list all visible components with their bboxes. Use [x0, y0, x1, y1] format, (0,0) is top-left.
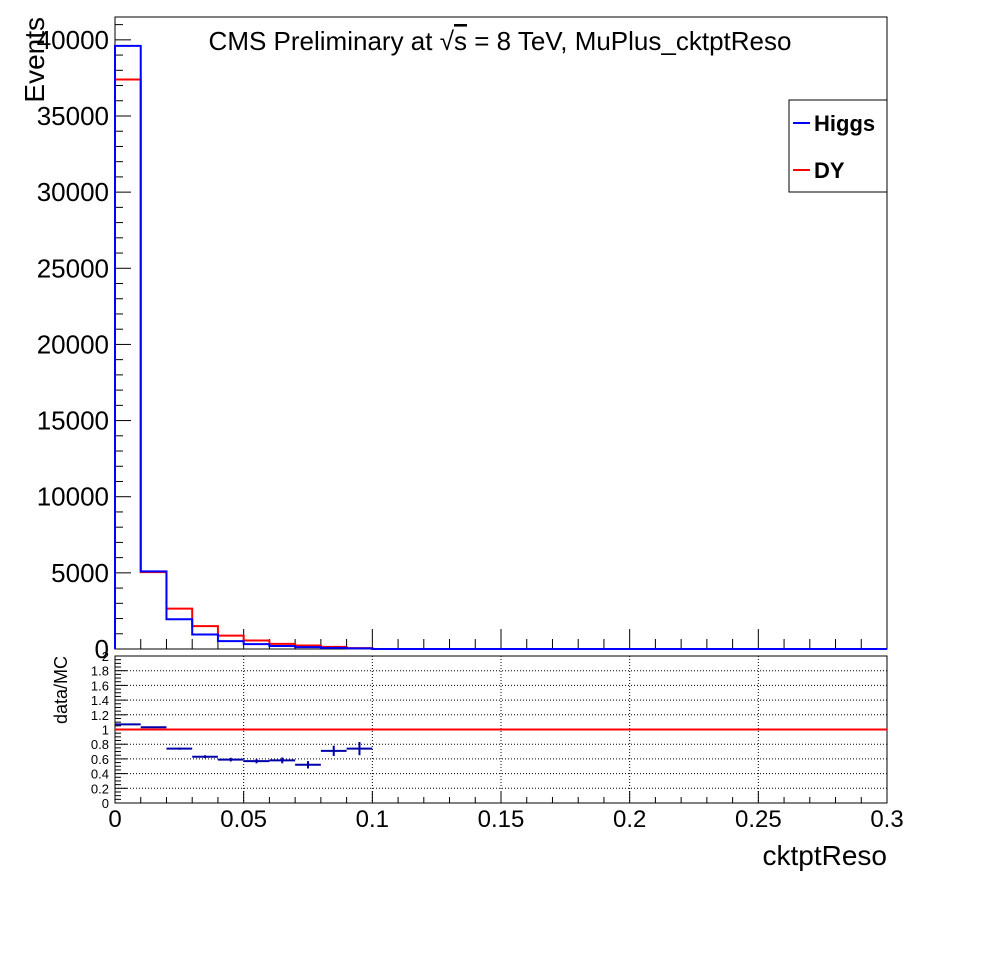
- y-tick-label: 10000: [37, 482, 109, 512]
- ratio-point: [217, 757, 244, 762]
- x-tick-label: 0.25: [735, 806, 782, 833]
- top-panel: 0 5000 10000 15000 20000 25000 30000 35000 40000…: [19, 16, 888, 664]
- x-tick-label: 0.15: [478, 806, 525, 833]
- x-tick-label: 0.2: [613, 806, 646, 833]
- x-tick-label: 0.05: [220, 806, 267, 833]
- legend-dy-label: DY: [814, 158, 845, 183]
- ratio-point: [269, 757, 296, 764]
- y-axis-label: Events: [19, 17, 50, 103]
- y-tick-label: 15000: [37, 406, 109, 436]
- y-tick-label: 40000: [37, 25, 109, 55]
- ratio-point: [140, 726, 167, 729]
- x-axis-label: cktptReso: [763, 840, 888, 871]
- ratio-point: [166, 747, 193, 750]
- title-suffix: = 8 TeV, MuPlus_cktptReso: [467, 26, 791, 56]
- ratio-y-tick-label: 1.8: [91, 664, 109, 679]
- title-prefix: CMS Preliminary at: [209, 26, 440, 56]
- ratio-panel: 00.20.40.60.811.21.41.61.82 0 0.05 0.1 0.15…: [51, 649, 904, 871]
- ratio-point: [346, 741, 373, 756]
- ratio-point: [243, 758, 270, 764]
- ratio-y-tick-label: 0: [102, 796, 109, 811]
- ratio-axis-ticks: [114, 655, 888, 804]
- ratio-y-tick-label: 0.6: [91, 752, 109, 767]
- ratio-y-axis-label: data/MC: [51, 656, 71, 724]
- histogram-higgs: [114, 44, 887, 650]
- ratio-point: [115, 723, 141, 726]
- y-tick-label: 20000: [37, 329, 109, 359]
- y-tick-label: 5000: [51, 558, 109, 588]
- x-tick-labels: 0 0.05 0.1 0.15 0.2 0.25 0.3: [108, 806, 903, 833]
- ratio-y-tick-label: 1.6: [91, 678, 109, 693]
- top-y-tick-labels: 0 5000 10000 15000 20000 25000 30000 35000 40000: [37, 25, 109, 664]
- ratio-point: [320, 745, 347, 756]
- ratio-y-tick-label: 2: [102, 649, 109, 664]
- ratio-y-tick-label: 1: [102, 723, 109, 738]
- ratio-y-tick-label: 0.8: [91, 737, 109, 752]
- sqrt-symbol: √: [440, 26, 455, 56]
- y-tick-label: 30000: [37, 177, 109, 207]
- x-tick-label: 0.3: [870, 806, 903, 833]
- ratio-y-tick-label: 1.2: [91, 708, 109, 723]
- legend-box: [788, 99, 888, 193]
- ratio-y-tick-label: 0.2: [91, 781, 109, 796]
- legend: Higgs DY: [788, 99, 888, 193]
- chart-title: CMS Preliminary at √s = 8 TeV, MuPlus_ck…: [209, 26, 792, 56]
- top-histograms: [114, 44, 887, 650]
- ratio-point: [295, 761, 321, 769]
- x-tick-label: 0: [108, 806, 121, 833]
- legend-higgs-label: Higgs: [814, 111, 875, 136]
- ratio-y-tick-label: 1.4: [91, 693, 109, 708]
- sqrt-argument: s: [454, 26, 467, 56]
- ratio-grid: [115, 656, 887, 803]
- ratio-y-tick-label: 0.4: [91, 767, 109, 782]
- x-tick-label: 0.1: [356, 806, 389, 833]
- y-tick-label: 35000: [37, 101, 109, 131]
- y-tick-label: 25000: [37, 253, 109, 283]
- ratio-point: [192, 755, 218, 759]
- ratio-y-tick-labels: 00.20.40.60.811.21.41.61.82: [91, 649, 109, 811]
- y-tick-label: 0: [95, 634, 109, 664]
- ratio-points: [115, 723, 373, 769]
